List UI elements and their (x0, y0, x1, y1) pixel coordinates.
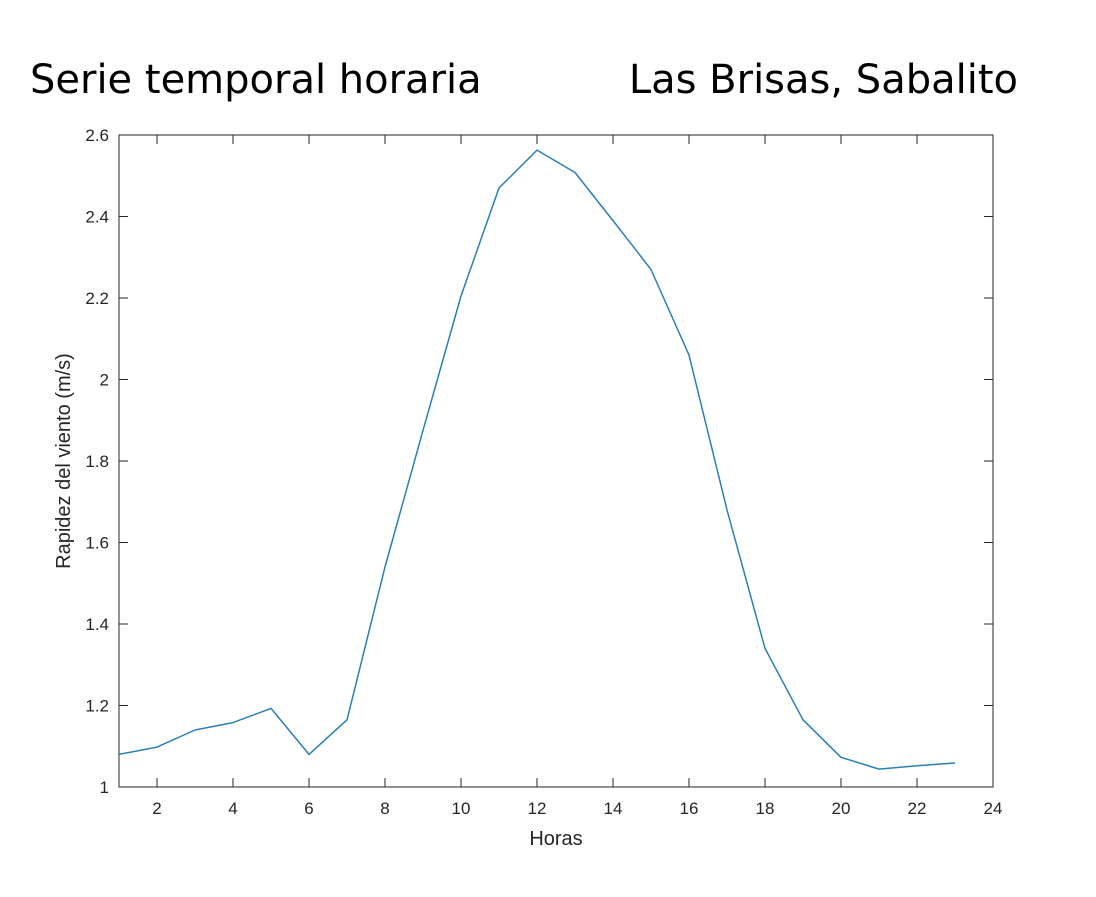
x-tick-label: 2 (152, 799, 161, 818)
y-tick-label: 2.6 (85, 126, 109, 145)
x-tick-label: 16 (680, 799, 699, 818)
x-axis-label: Horas (529, 828, 582, 850)
x-tick-label: 6 (304, 799, 313, 818)
y-tick-label: 1.2 (85, 697, 109, 716)
x-tick-label: 10 (452, 799, 471, 818)
y-tick-label: 1.6 (85, 534, 109, 553)
x-tick-label: 14 (604, 799, 623, 818)
x-tick-label: 24 (984, 799, 1003, 818)
x-tick-label: 4 (228, 799, 237, 818)
x-tick-label: 12 (528, 799, 547, 818)
y-tick-label: 1.4 (85, 615, 109, 634)
plot-area (118, 134, 994, 788)
x-tick-label: 8 (380, 799, 389, 818)
x-tick-label: 20 (832, 799, 851, 818)
y-tick-label: 1 (100, 778, 109, 797)
series-line (118, 149, 956, 770)
x-tick-label: 22 (908, 799, 927, 818)
y-tick-label: 1.8 (85, 452, 109, 471)
y-axis-label: Rapidez del viento (m/s) (53, 353, 75, 569)
y-tick-label: 2 (100, 371, 109, 390)
chart-title-right: Las Brisas, Sabalito (628, 57, 1018, 103)
y-tick-label: 2.4 (85, 208, 109, 227)
chart-title-left: Serie temporal horaria (30, 57, 482, 103)
y-tick-label: 2.2 (85, 289, 109, 308)
x-tick-label: 18 (756, 799, 775, 818)
